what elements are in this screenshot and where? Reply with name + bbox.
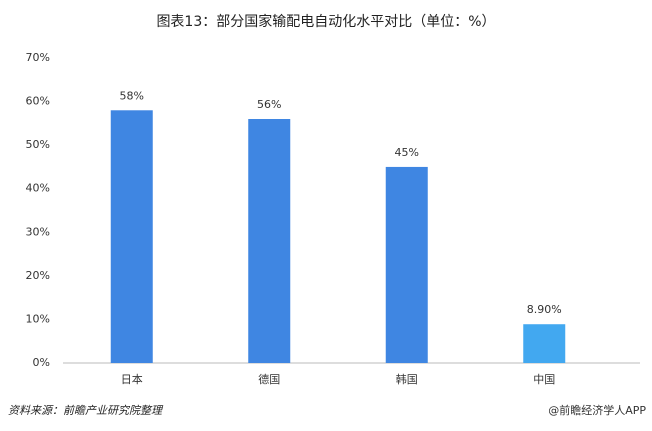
- value-label: 45%: [395, 146, 419, 159]
- value-label: 56%: [257, 98, 281, 111]
- y-tick-label: 0%: [33, 356, 50, 369]
- value-label: 58%: [120, 89, 144, 102]
- bar: [248, 119, 291, 363]
- x-tick-label: 韩国: [396, 372, 418, 386]
- x-tick-label: 中国: [533, 373, 555, 386]
- y-tick-label: 10%: [26, 312, 50, 325]
- y-tick-label: 20%: [26, 269, 50, 282]
- chart-title: 图表13：部分国家输配电自动化水平对比（单位：%）: [156, 13, 495, 30]
- y-tick-label: 60%: [26, 95, 50, 108]
- footer: @前瞻经济学人APP: [548, 403, 646, 417]
- y-tick-label: 70%: [26, 51, 50, 64]
- value-label: 8.90%: [527, 303, 562, 316]
- bar: [385, 166, 428, 363]
- x-tick-label: 德国: [258, 372, 280, 386]
- bar: [523, 324, 566, 363]
- bar: [110, 110, 153, 364]
- y-tick-label: 40%: [26, 182, 50, 195]
- y-tick-label: 50%: [26, 138, 50, 151]
- source: 资料来源：前瞻产业研究院整理: [8, 404, 164, 417]
- y-tick-label: 30%: [26, 225, 50, 238]
- x-tick-label: 日本: [121, 372, 143, 386]
